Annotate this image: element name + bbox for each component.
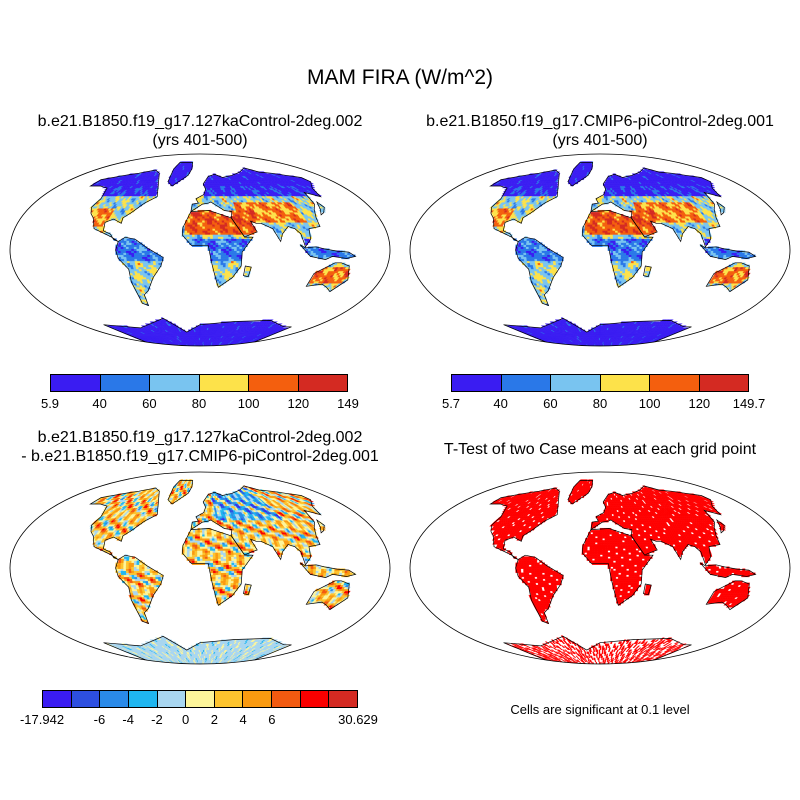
colorbar-swatch: [157, 691, 187, 707]
coastlines: [89, 162, 357, 346]
colorbar-swatch: [272, 691, 301, 707]
map-border: [409, 471, 791, 665]
colorbar-label: 80: [191, 396, 207, 411]
colorbar-swatch: [199, 375, 249, 391]
colorbar-swatch: [551, 375, 601, 391]
panel1-title: b.e21.B1850.f19_g17.127kaControl-2deg.00…: [0, 112, 400, 150]
map-grid-cells: [89, 479, 356, 664]
panel1-map: [9, 153, 391, 347]
colorbar-swatch: [51, 375, 101, 391]
significance-note: Cells are significant at 0.1 level: [510, 702, 690, 717]
colorbar-label: -2: [151, 712, 163, 727]
panel1-title-line1: b.e21.B1850.f19_g17.127kaControl-2deg.00…: [37, 113, 363, 130]
colorbar-label: 149: [337, 396, 359, 411]
panel1-title-line2: (yrs 401-500): [152, 132, 248, 149]
colorbar-label: 60: [543, 396, 558, 411]
colorbar-label: 100: [638, 396, 661, 411]
colorbar-swatch: [100, 375, 150, 391]
coastlines: [89, 480, 357, 664]
coastlines: [489, 162, 757, 346]
colorbar-label: 30.629: [338, 712, 378, 727]
colorbar-label: 60: [142, 396, 157, 411]
map-border: [9, 471, 391, 665]
colorbar-label: 5.9: [40, 396, 60, 411]
colorbar-swatch: [43, 691, 72, 707]
colorbar-label: 120: [287, 396, 310, 411]
colorbar-label: 80: [592, 396, 608, 411]
colorbar-swatch: [128, 691, 158, 707]
map-grid-cells: [489, 479, 756, 664]
colorbar-label: 100: [237, 396, 260, 411]
colorbar-swatch: [243, 691, 273, 707]
map-border: [409, 153, 791, 347]
colorbar-swatch: [501, 375, 551, 391]
colorbar-label: 0: [182, 712, 190, 727]
colorbar-swatch: [452, 375, 502, 391]
colorbar-label: 2: [210, 712, 218, 727]
panel3-title-line2: - b.e21.B1850.f19_g17.CMIP6-piControl-2d…: [21, 448, 379, 465]
colorbar-label: 120: [688, 396, 711, 411]
colorbar-swatch: [298, 375, 347, 391]
panel3-title: b.e21.B1850.f19_g17.127kaControl-2deg.00…: [0, 428, 400, 466]
colorbar-swatch: [214, 691, 244, 707]
map-grid-cells: [489, 161, 756, 346]
colorbar-swatch: [329, 691, 358, 707]
panel2-title-line2: (yrs 401-500): [552, 132, 648, 149]
colorbar-swatch: [650, 375, 700, 391]
colorbar-swatch: [100, 691, 129, 707]
panel2-map: [409, 153, 791, 347]
panel2-title: b.e21.B1850.f19_g17.CMIP6-piControl-2deg…: [400, 112, 800, 150]
panel1-colorbar: 5.9 40 60 80 100 120 149: [41, 374, 359, 411]
colorbar-swatch: [699, 375, 748, 391]
colorbar-label: -17.942: [19, 712, 65, 727]
colorbar-label: 5.7: [441, 396, 461, 411]
panel3-map: [9, 471, 391, 665]
panel2-colorbar: 5.7 40 60 80 100 120 149.7: [442, 374, 765, 411]
colorbar-label: 40: [92, 396, 107, 411]
panel4-map: [409, 471, 791, 665]
colorbar-label: 4: [239, 712, 247, 727]
colorbar-label: 6: [268, 712, 276, 727]
figure-title: MAM FIRA (W/m^2): [306, 66, 493, 89]
colorbar-label: -4: [122, 712, 134, 727]
colorbar-swatch: [186, 691, 215, 707]
colorbar-label: 149.7: [732, 396, 766, 411]
colorbar-swatch: [249, 375, 299, 391]
colorbar-label: -6: [93, 712, 106, 727]
panel4-title: T-Test of two Case means at each grid po…: [443, 441, 757, 458]
colorbar-swatch: [600, 375, 650, 391]
panel3-title-line1: b.e21.B1850.f19_g17.127kaControl-2deg.00…: [37, 429, 363, 446]
panel3-colorbar: -17.942 -6 -4 -2 0 2 4 6 30.629: [20, 690, 378, 727]
colorbar-swatch: [150, 375, 200, 391]
colorbar-swatch: [71, 691, 101, 707]
colorbar-swatch: [300, 691, 330, 707]
map-border: [9, 153, 391, 347]
colorbar-label: 40: [493, 396, 508, 411]
coastlines: [489, 480, 757, 664]
panel2-title-line1: b.e21.B1850.f19_g17.CMIP6-piControl-2deg…: [426, 113, 774, 130]
map-grid-cells: [89, 161, 356, 346]
